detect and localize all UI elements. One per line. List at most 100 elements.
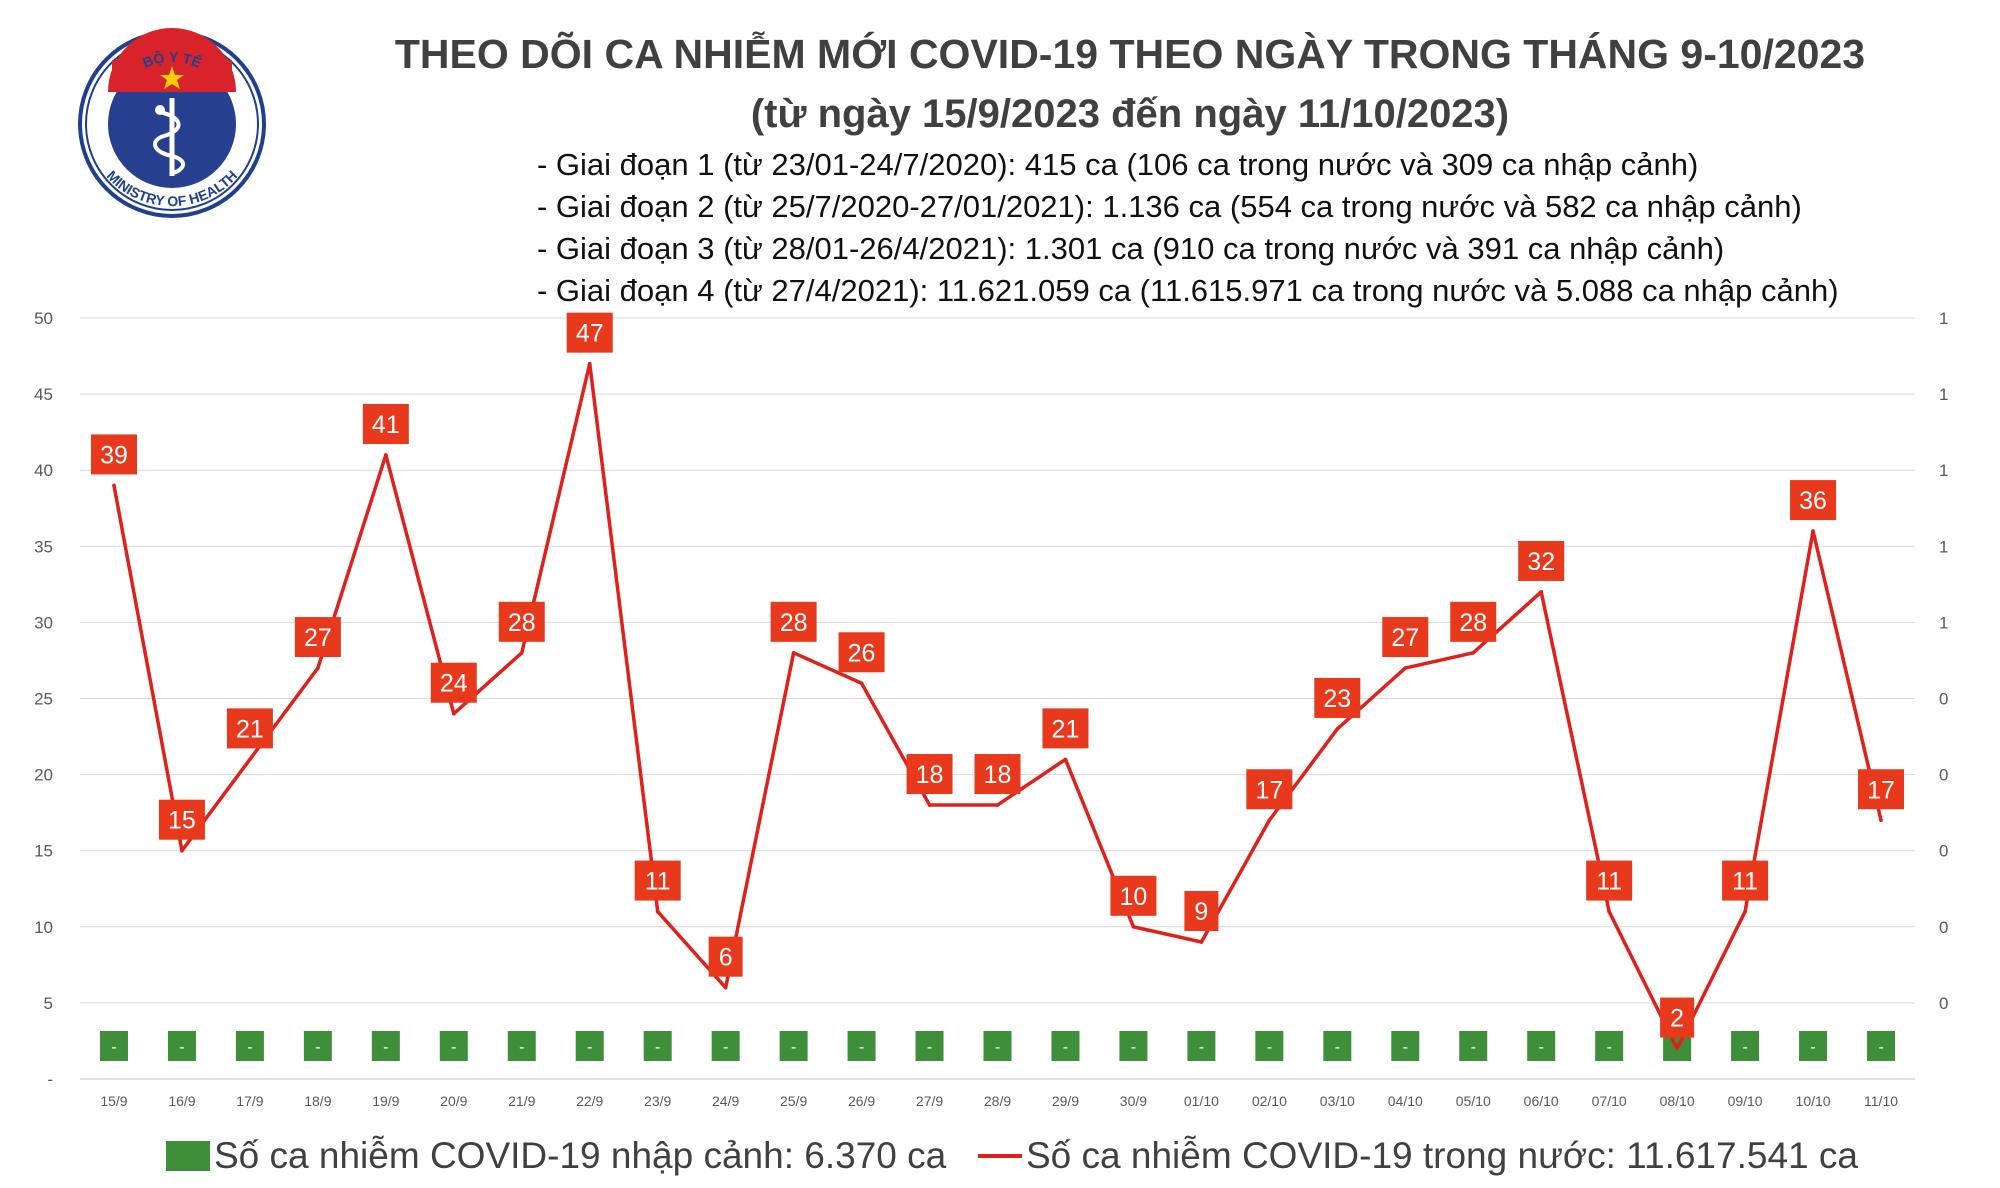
import-bar <box>99 1031 128 1061</box>
import-bar-label: - <box>927 1039 932 1056</box>
import-bar <box>779 1031 808 1061</box>
data-label: 23 <box>1323 685 1351 713</box>
x-tick-label: 17/9 <box>236 1093 263 1109</box>
domestic-point <box>791 651 796 655</box>
import-bar-label: - <box>995 1039 1000 1056</box>
y-left-tick-label: 45 <box>34 385 53 404</box>
data-label-badge <box>226 708 273 749</box>
import-bar-label: - <box>587 1039 592 1056</box>
data-label-badge <box>1518 540 1565 581</box>
import-bar-label: - <box>1131 1039 1136 1056</box>
import-bar-label: - <box>723 1039 728 1056</box>
import-bar-label: - <box>315 1039 320 1056</box>
x-tick-label: 07/10 <box>1592 1093 1627 1109</box>
import-bar <box>1255 1031 1284 1061</box>
x-tick-label: 03/10 <box>1320 1093 1355 1109</box>
domestic-line-segment <box>723 651 796 990</box>
y-left-tick-label: 35 <box>34 537 53 556</box>
data-label: 24 <box>440 670 468 698</box>
import-bar <box>303 1031 332 1061</box>
data-label-badge <box>566 312 613 353</box>
import-bar-label: - <box>247 1039 252 1056</box>
domestic-point <box>180 848 184 853</box>
data-label-badge <box>974 754 1021 795</box>
y-right-tick-label: 0 <box>1939 766 1948 785</box>
domestic-line-segment <box>791 651 864 686</box>
stage-note-3: - Giai đoạn 3 (từ 28/01-26/4/2021): 1.30… <box>537 231 1724 266</box>
data-label-badge <box>430 662 477 703</box>
import-bar-label: - <box>1267 1039 1272 1056</box>
chart-subtitle: (từ ngày 15/9/2023 đến ngày 11/10/2023) <box>751 92 1509 136</box>
stage-notes: - Giai đoạn 1 (từ 23/01-24/7/2020): 415 … <box>537 147 1839 308</box>
x-tick-label: 02/10 <box>1252 1093 1287 1109</box>
data-label: 11 <box>645 868 671 896</box>
domestic-line-segment <box>1403 651 1475 670</box>
data-label: 28 <box>780 609 808 637</box>
import-bar <box>575 1031 604 1061</box>
import-bar <box>1051 1031 1080 1061</box>
import-bar <box>235 1031 264 1061</box>
data-label-badge <box>770 601 817 642</box>
legend: Số ca nhiễm COVID-19 nhập cảnh: 6.370 ca… <box>166 1135 1858 1176</box>
y-left-tick-label: 10 <box>34 918 53 937</box>
data-label: 2 <box>1670 1005 1684 1033</box>
y-left-tick-label: 20 <box>34 766 53 785</box>
import-bar <box>1731 1031 1760 1061</box>
domestic-point <box>859 681 864 686</box>
x-axis: 15/9 16/9 17/9 18/9 19/9 20/9 21/9 22/9 23/9 24/9… <box>100 1093 1898 1109</box>
import-bar <box>1459 1031 1488 1061</box>
import-bar-label: - <box>1471 1039 1476 1056</box>
x-tick-label: 19/9 <box>372 1093 399 1109</box>
data-label: 28 <box>508 609 536 637</box>
import-bar-label: - <box>1335 1039 1340 1056</box>
data-label: 39 <box>100 441 128 469</box>
domestic-point <box>451 711 456 716</box>
data-label: 28 <box>1459 609 1487 637</box>
data-label-badge <box>1042 708 1089 749</box>
data-label-badge <box>90 434 137 475</box>
data-label-badge <box>1184 891 1219 932</box>
import-bar-label: - <box>655 1039 660 1056</box>
domestic-point <box>927 803 932 807</box>
data-label: 15 <box>168 807 196 835</box>
domestic-point <box>1607 909 1611 914</box>
data-label-badge <box>708 936 743 977</box>
x-tick-label: 06/10 <box>1524 1093 1559 1109</box>
x-tick-label: 01/10 <box>1184 1093 1219 1109</box>
y-right-tick-label: 1 <box>1939 537 1948 556</box>
domestic-point <box>1471 651 1476 655</box>
domestic-point <box>1811 529 1815 533</box>
import-bar <box>1595 1031 1624 1061</box>
import-bar <box>439 1031 468 1061</box>
domestic-line-segment <box>112 483 184 853</box>
x-tick-label: 05/10 <box>1456 1093 1491 1109</box>
x-tick-label: 25/9 <box>780 1093 807 1109</box>
domestic-line-segment <box>995 757 1068 807</box>
legend-import-label: Số ca nhiễm COVID-19 nhập cảnh: 6.370 ca <box>214 1135 947 1176</box>
data-label: 32 <box>1527 548 1555 576</box>
data-label: 17 <box>1255 776 1283 804</box>
import-bar <box>915 1031 944 1061</box>
domestic-point <box>655 909 660 914</box>
x-tick-label: 16/9 <box>168 1093 195 1109</box>
import-bar-label: - <box>519 1039 524 1056</box>
import-bar-label: - <box>1199 1039 1204 1056</box>
data-label: 27 <box>1391 624 1419 652</box>
data-label: 17 <box>1867 776 1895 804</box>
x-tick-label: 18/9 <box>304 1093 331 1109</box>
domestic-point <box>1199 940 1204 944</box>
legend-domestic-label: Số ca nhiễm COVID-19 trong nước: 11.617.… <box>1026 1135 1858 1176</box>
y-axis-right: 0 0 0 0 0 1 1 1 1 1 <box>1939 309 1948 1013</box>
y-right-tick-label: 0 <box>1939 842 1948 861</box>
y-left-tick-label: 25 <box>34 690 53 709</box>
star-icon <box>160 66 184 89</box>
data-label: 10 <box>1120 883 1148 911</box>
import-bar-label: - <box>1607 1039 1612 1056</box>
x-tick-label: 21/9 <box>508 1093 535 1109</box>
import-bar-label: - <box>179 1039 184 1056</box>
y-left-tick-label: - <box>47 1070 53 1089</box>
import-bar <box>1867 1031 1896 1061</box>
domestic-point <box>1539 590 1544 594</box>
y-left-tick-label: 15 <box>34 842 53 861</box>
